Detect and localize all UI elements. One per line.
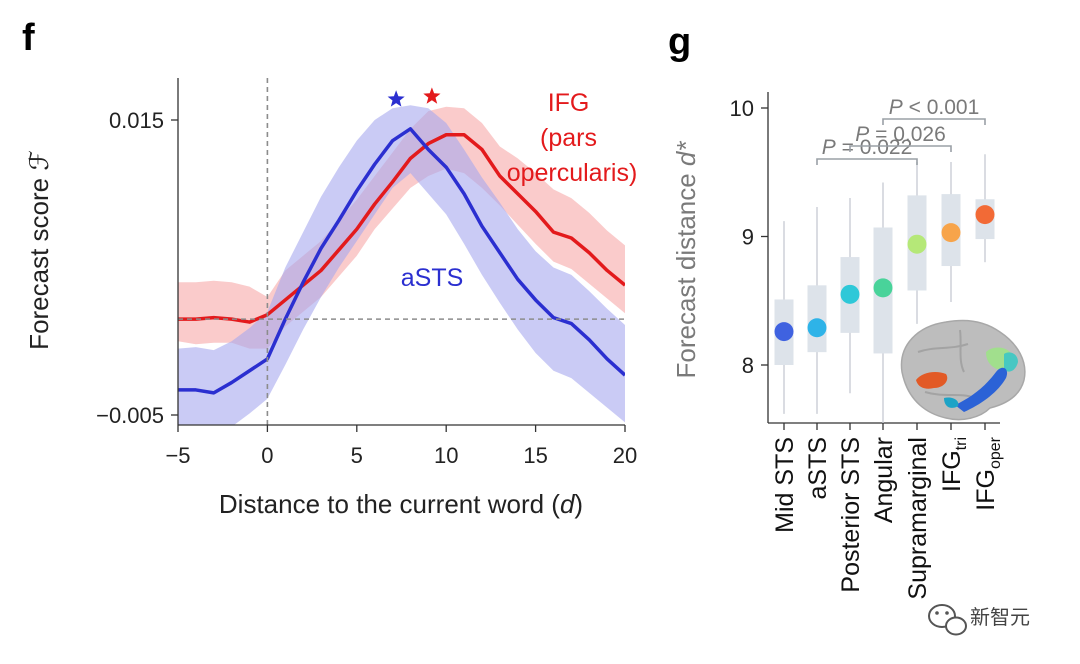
y-tick-label-f: −0.005 [96, 403, 164, 428]
box-median-dot [941, 223, 961, 243]
p-value-label: P = 0.026 [855, 123, 946, 146]
ifg-series-label: IFG (pars opercularis) [507, 89, 638, 187]
comparison-bracket [849, 145, 952, 152]
category-label: Posterior STS [837, 437, 865, 593]
x-tick-label-f: −5 [165, 443, 190, 468]
y-tick-label-f: 0.015 [109, 108, 164, 133]
box-median-dot [975, 205, 995, 225]
comparison-bracket [882, 118, 986, 125]
y-axis-label-g: Forecast distance d* [671, 141, 701, 379]
asts-peak-star [387, 90, 405, 107]
x-tick-label-f: 0 [261, 443, 273, 468]
category-label: Supramarginal [904, 437, 932, 600]
category-label: IFGtri [938, 437, 970, 492]
brain-sulcus-1 [917, 343, 969, 353]
plot-area-f: −5 0 5 10 15 20 −0.005 0.015 [96, 78, 637, 468]
category-label: Mid STS [771, 437, 799, 533]
asts-series-label: aSTS [401, 264, 464, 292]
watermark-text: 新智元 [970, 606, 1030, 629]
box-median-dot [774, 322, 794, 342]
x-tick-label-f: 5 [351, 443, 363, 468]
ifg-peak-star [423, 87, 441, 104]
brain-illustration [900, 319, 1026, 421]
brain-sulcus-3 [959, 329, 965, 373]
series-layer-f [178, 105, 625, 425]
p-value-label: P = 0.022 [822, 136, 913, 159]
ifg-label-line-2: (pars [540, 124, 597, 152]
brain-region-ifg-tri [1004, 352, 1018, 372]
x-tick-label-f: 15 [523, 443, 547, 468]
brain-region-sts [955, 367, 1008, 412]
p-value-label: P < 0.001 [889, 96, 980, 119]
watermark: 新智元 [928, 604, 1030, 636]
ifg-label-line-3: opercularis) [507, 159, 638, 187]
x-tick-label-f: 10 [434, 443, 458, 468]
panel-letter-f: f [22, 17, 35, 59]
y-tick-label-g: 10 [730, 96, 754, 121]
panel-f: f −5 0 5 10 15 20 −0.005 0.015 Distance to the … [22, 17, 637, 519]
box-median-dot [840, 284, 860, 304]
box-median-dot [873, 278, 893, 298]
asts-series-line [178, 127, 625, 395]
ifg-series-line [178, 133, 625, 324]
y-axis-label-f: Forecast score ℱ [24, 150, 54, 350]
y-tick-label-g: 9 [742, 225, 754, 250]
wechat-logo-icon [928, 604, 967, 636]
category-label: Angular [870, 437, 898, 523]
box-median-dot [907, 234, 927, 254]
x-tick-label-f: 20 [613, 443, 637, 468]
brain-region-angular [916, 372, 948, 389]
panel-letter-g: g [668, 21, 691, 63]
box-median-dot [807, 318, 827, 338]
category-label: IFGoper [972, 436, 1004, 510]
brain-region-posterior-sts [944, 397, 959, 408]
asts-confidence-band [178, 105, 625, 425]
category-label: aSTS [804, 437, 832, 500]
ifg-label-line-1: IFG [548, 89, 590, 117]
y-tick-label-g: 8 [742, 353, 754, 378]
x-axis-label-f: Distance to the current word (d) [219, 489, 583, 519]
comparison-bracket [816, 158, 918, 165]
